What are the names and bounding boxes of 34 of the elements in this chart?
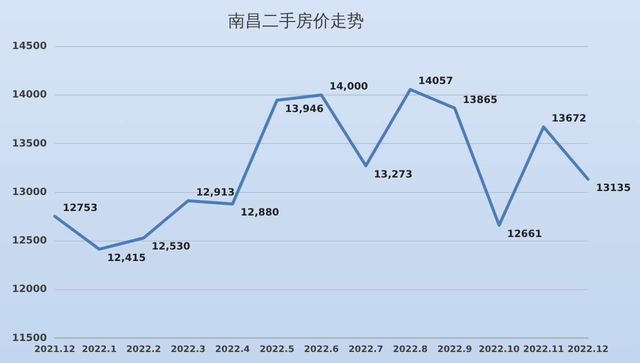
data-label: 12,913 — [196, 187, 235, 198]
x-tick-label: 2022.7 — [348, 344, 384, 355]
x-tick-label: 2022.5 — [260, 344, 294, 355]
chart-title: 南昌二手房价走势 — [228, 12, 364, 32]
y-tick-label: 13500 — [12, 138, 47, 150]
data-label: 13135 — [596, 182, 631, 194]
x-tick-label: 2022.2 — [126, 344, 162, 355]
y-tick-label: 11500 — [12, 332, 47, 344]
data-label: 13672 — [552, 114, 586, 125]
x-tick-label: 2021.12 — [34, 344, 76, 355]
data-label: 12661 — [507, 228, 542, 240]
x-tick-label: 2022.6 — [304, 344, 339, 355]
x-tick-label: 2022.10 — [478, 344, 520, 355]
data-label: 12,530 — [152, 242, 190, 253]
data-label: 12,415 — [107, 252, 146, 264]
x-tick-label: 2022.4 — [215, 344, 250, 355]
data-label: 13865 — [462, 94, 498, 106]
y-tick-label: 12000 — [12, 284, 47, 296]
y-tick-label: 14000 — [12, 90, 47, 101]
data-label: 13,946 — [284, 104, 324, 115]
x-tick-label: 2022.11 — [523, 344, 564, 355]
data-label: 14057 — [418, 76, 454, 88]
data-label: 13,273 — [374, 169, 412, 180]
x-tick-label: 2022.12 — [568, 344, 608, 355]
data-label: 14,000 — [329, 82, 368, 93]
x-tick-label: 2022.8 — [392, 344, 428, 355]
y-tick-label: 13000 — [12, 186, 47, 198]
y-tick-label: 14500 — [12, 40, 47, 52]
x-tick-label: 2022.1 — [82, 344, 117, 355]
data-label: 12,880 — [240, 208, 280, 219]
y-tick-label: 12500 — [12, 236, 47, 247]
x-tick-label: 2022.9 — [437, 344, 472, 355]
data-label: 12753 — [62, 202, 98, 214]
x-tick-label: 2022.3 — [170, 344, 206, 355]
